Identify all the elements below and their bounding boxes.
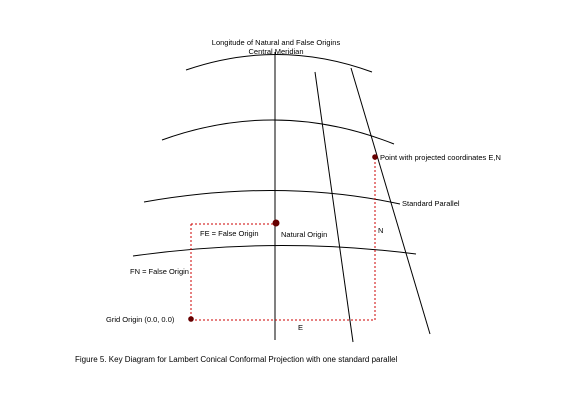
meridian-label-line2: Central Meridian [248, 47, 303, 56]
e-label: E [298, 323, 303, 332]
standard-parallel-label: Standard Parallel [402, 199, 460, 208]
grid-origin-point [188, 316, 194, 322]
parallel-line-1 [185, 54, 373, 73]
projected-point-label: Point with projected coordinates E,N [380, 153, 501, 162]
meridian-label-line1: Longitude of Natural and False Origins [212, 38, 341, 47]
fe-false-origin-label: FE = False Origin [200, 229, 259, 238]
parallel-line-2 [161, 119, 395, 145]
figure-caption: Figure 5. Key Diagram for Lambert Conica… [75, 355, 398, 364]
standard-parallel-line [143, 189, 401, 205]
n-label: N [378, 226, 383, 235]
meridian-line-1 [314, 71, 354, 343]
fn-false-origin-label: FN = False Origin [130, 267, 189, 276]
natural-origin-point [272, 219, 280, 227]
meridian-line-2 [350, 67, 431, 335]
natural-origin-label: Natural Origin [281, 230, 327, 239]
projected-point-marker [372, 154, 378, 160]
grid-origin-label: Grid Origin (0.0, 0.0) [106, 315, 175, 324]
